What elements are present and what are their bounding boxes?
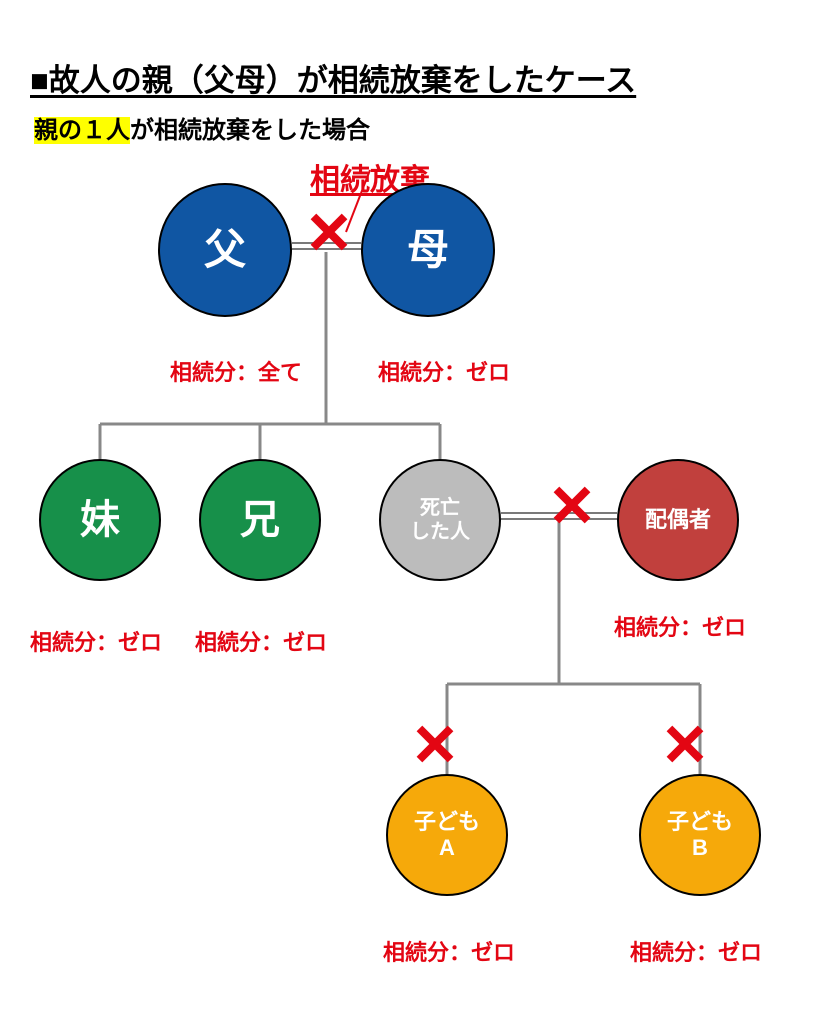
x-mark-1	[552, 485, 592, 525]
page-subtitle: 親の１人が相続放棄をした場合	[34, 110, 370, 145]
share-childA: 相続分：ゼロ	[383, 935, 515, 967]
subtitle-highlight: 親の１人	[34, 117, 130, 144]
node-spouse: 配偶者	[617, 459, 739, 581]
share-brother: 相続分：ゼロ	[195, 625, 327, 657]
node-sister: 妹	[39, 459, 161, 581]
node-deceased: 死亡 した人	[379, 459, 501, 581]
share-mother: 相続分：ゼロ	[378, 355, 510, 387]
share-childB: 相続分：ゼロ	[630, 935, 762, 967]
share-sister: 相続分：ゼロ	[30, 625, 162, 657]
node-brother: 兄	[199, 459, 321, 581]
x-mark-2	[415, 724, 455, 764]
share-spouse: 相続分：ゼロ	[614, 610, 746, 642]
x-mark-0	[309, 212, 349, 252]
share-father: 相続分：全て	[170, 355, 302, 387]
node-childA: 子ども A	[386, 774, 508, 896]
subtitle-rest: が相続放棄をした場合	[130, 117, 370, 144]
node-childB: 子ども B	[639, 774, 761, 896]
x-mark-3	[665, 724, 705, 764]
node-mother: 母	[361, 183, 495, 317]
page-title: ■故人の親（父母）が相続放棄をしたケース	[30, 55, 636, 100]
node-father: 父	[158, 183, 292, 317]
